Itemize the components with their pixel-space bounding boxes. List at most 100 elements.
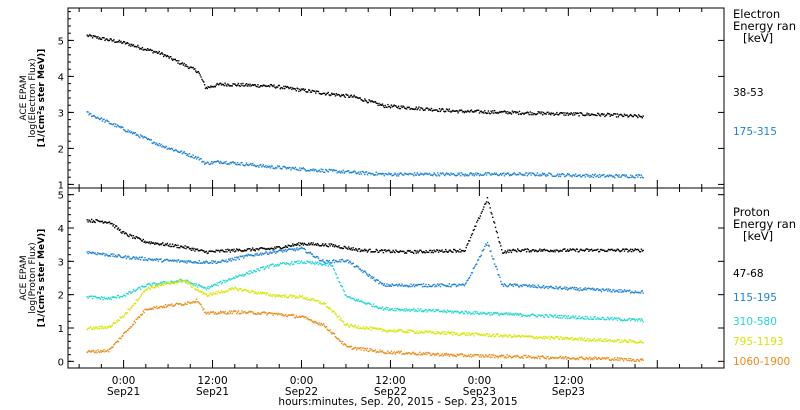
data-point	[604, 340, 606, 343]
data-point	[463, 354, 466, 356]
data-point	[364, 171, 367, 173]
data-point	[509, 355, 511, 357]
data-point	[572, 174, 574, 176]
data-point	[522, 174, 524, 177]
data-point	[218, 261, 220, 263]
data-point	[534, 337, 537, 339]
data-point	[190, 285, 192, 288]
data-point	[173, 58, 176, 61]
data-point	[403, 285, 405, 287]
data-point	[613, 341, 615, 343]
data-point	[556, 287, 558, 289]
data-point	[91, 297, 94, 300]
data-point	[309, 299, 312, 302]
data-point	[362, 347, 364, 349]
data-point	[491, 172, 493, 175]
data-point	[345, 170, 347, 173]
data-point	[230, 310, 232, 312]
data-point	[579, 337, 581, 340]
data-point	[191, 261, 193, 264]
data-point	[177, 62, 179, 64]
data-point	[289, 264, 291, 266]
data-point	[291, 167, 293, 169]
data-point	[533, 284, 536, 287]
data-point	[220, 82, 222, 84]
data-point	[397, 251, 400, 253]
data-point	[267, 265, 269, 267]
data-point	[472, 229, 474, 232]
data-point	[629, 360, 631, 362]
data-point	[120, 256, 122, 258]
data-point	[598, 318, 601, 320]
data-point	[174, 304, 176, 306]
data-point	[270, 84, 273, 86]
data-point	[577, 317, 579, 320]
data-point	[561, 173, 563, 175]
data-point	[239, 288, 241, 290]
data-point	[416, 250, 418, 252]
data-point	[178, 303, 180, 305]
data-point	[511, 356, 514, 359]
data-point	[492, 258, 494, 260]
data-point	[619, 318, 621, 320]
data-point	[626, 359, 628, 362]
data-point	[184, 245, 186, 247]
data-point	[249, 83, 251, 85]
data-point	[619, 176, 621, 178]
data-point	[356, 265, 359, 268]
data-point	[487, 244, 490, 247]
data-point	[116, 255, 119, 257]
data-point	[464, 310, 466, 312]
data-point	[274, 250, 276, 252]
data-point	[566, 289, 569, 291]
data-point	[340, 285, 343, 287]
data-point	[354, 324, 356, 327]
data-point	[547, 337, 549, 339]
data-point	[469, 172, 472, 174]
data-point	[521, 249, 523, 251]
data-point	[630, 319, 632, 322]
proton-y-tick-label: 4	[58, 224, 64, 235]
data-point	[286, 296, 289, 299]
data-point	[263, 247, 265, 250]
data-point	[95, 117, 97, 119]
data-point	[546, 336, 548, 338]
data-point	[469, 240, 471, 242]
data-point	[225, 313, 227, 315]
data-point	[389, 173, 392, 176]
data-point	[436, 175, 438, 177]
data-point	[131, 306, 133, 308]
data-point	[95, 219, 97, 221]
data-point	[577, 358, 579, 361]
data-point	[411, 173, 413, 175]
data-point	[171, 260, 173, 262]
data-point	[216, 313, 218, 315]
data-point	[350, 94, 353, 96]
data-point	[296, 316, 298, 318]
data-point	[552, 112, 554, 115]
data-point	[377, 251, 379, 254]
data-point	[452, 334, 454, 336]
data-point	[597, 112, 599, 114]
data-point	[197, 284, 200, 286]
data-point	[263, 311, 265, 313]
data-point	[377, 351, 379, 353]
data-point	[321, 260, 323, 262]
data-point	[453, 331, 455, 334]
data-point	[603, 113, 605, 115]
data-point	[292, 295, 295, 297]
data-point	[442, 108, 444, 110]
data-point	[587, 287, 589, 290]
data-point	[489, 173, 491, 176]
data-point	[579, 174, 581, 176]
data-point	[397, 350, 400, 352]
data-point	[628, 318, 630, 320]
data-point	[601, 249, 603, 251]
data-point	[590, 340, 593, 342]
data-point	[541, 249, 543, 251]
data-point	[483, 174, 485, 176]
data-point	[375, 279, 377, 281]
data-point	[499, 276, 501, 279]
data-point	[155, 51, 157, 53]
data-point	[119, 316, 121, 318]
